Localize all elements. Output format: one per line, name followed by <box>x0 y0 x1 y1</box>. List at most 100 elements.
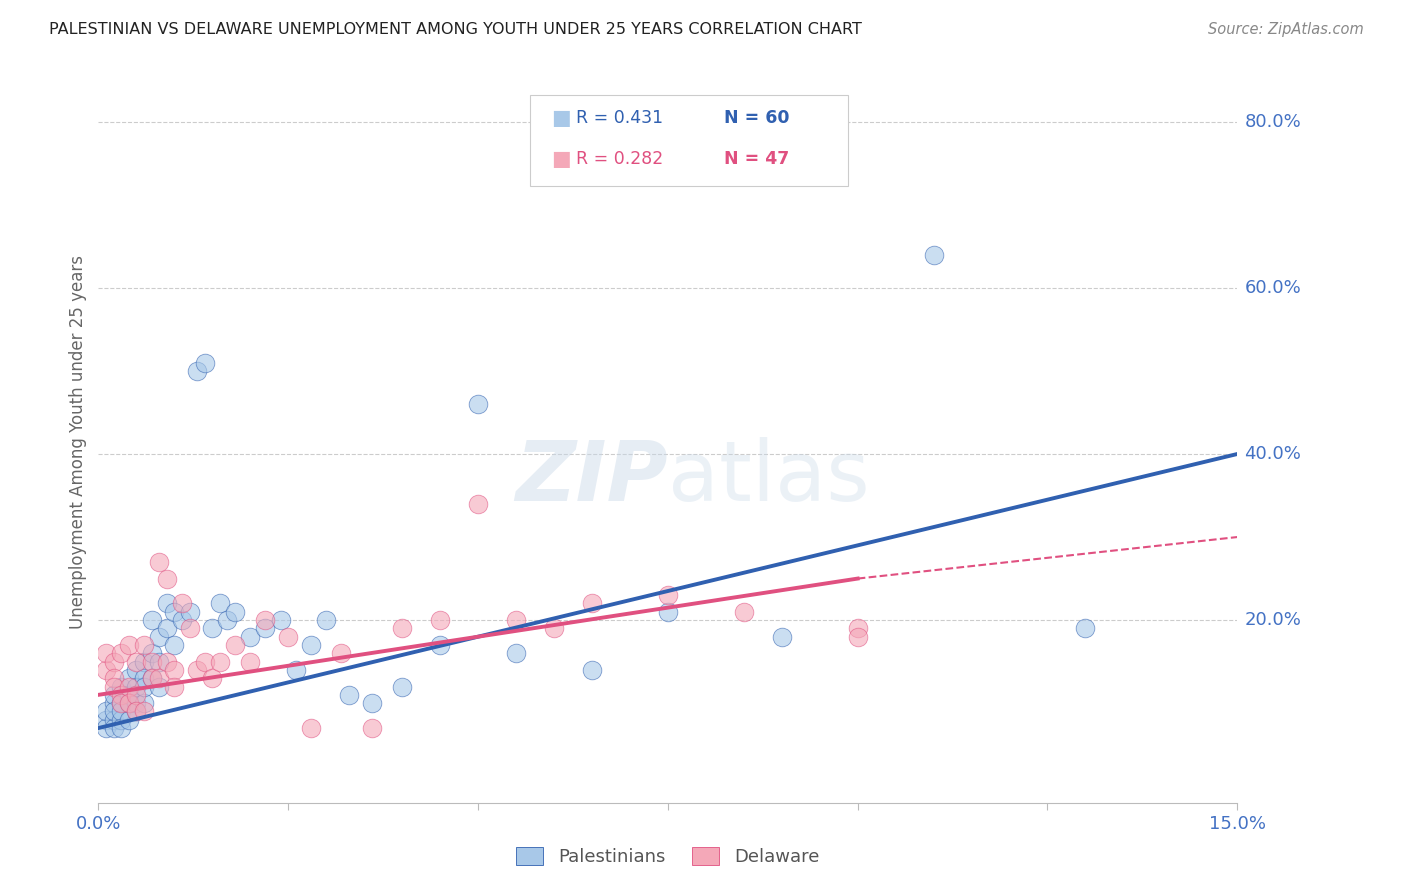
Point <box>103 655 125 669</box>
Point <box>94 713 117 727</box>
Point <box>94 721 117 735</box>
Point <box>141 646 163 660</box>
Text: 60.0%: 60.0% <box>1244 279 1301 297</box>
Point <box>194 356 217 370</box>
Point <box>103 671 125 685</box>
Point <box>208 655 231 669</box>
Text: ■: ■ <box>551 108 571 128</box>
Point <box>846 630 869 644</box>
Point <box>270 613 292 627</box>
Point <box>103 688 125 702</box>
Point <box>163 638 186 652</box>
Point <box>186 364 208 378</box>
Point <box>132 705 155 719</box>
Point <box>581 597 603 611</box>
Point <box>194 655 217 669</box>
Point <box>110 713 132 727</box>
Text: atlas: atlas <box>668 437 869 518</box>
Point <box>360 696 382 710</box>
Point <box>299 721 322 735</box>
Point <box>170 613 193 627</box>
Point <box>118 680 141 694</box>
Point <box>208 597 231 611</box>
Point <box>118 688 141 702</box>
Point <box>125 696 148 710</box>
Point <box>110 688 132 702</box>
Point <box>110 680 132 694</box>
Text: R = 0.282: R = 0.282 <box>576 150 664 168</box>
Point <box>141 671 163 685</box>
Point <box>1074 621 1097 635</box>
Point <box>125 688 148 702</box>
Point <box>239 655 262 669</box>
Text: ZIP: ZIP <box>515 437 668 518</box>
Point <box>277 630 299 644</box>
Point <box>118 696 141 710</box>
Point <box>770 630 793 644</box>
Point <box>299 638 322 652</box>
Point <box>505 613 527 627</box>
Point <box>103 696 125 710</box>
Point <box>148 555 170 569</box>
Point <box>391 621 413 635</box>
Text: ■: ■ <box>551 149 571 169</box>
Text: 40.0%: 40.0% <box>1244 445 1301 463</box>
Point <box>110 646 132 660</box>
Point <box>224 605 246 619</box>
Point <box>391 680 413 694</box>
Point <box>110 721 132 735</box>
Point <box>239 630 262 644</box>
Y-axis label: Unemployment Among Youth under 25 years: Unemployment Among Youth under 25 years <box>69 254 87 629</box>
Point <box>179 605 201 619</box>
Point <box>156 655 179 669</box>
Point <box>337 688 360 702</box>
Point <box>118 696 141 710</box>
Point <box>467 397 489 411</box>
Point <box>179 621 201 635</box>
Point <box>125 680 148 694</box>
Point <box>132 680 155 694</box>
Point <box>156 597 179 611</box>
Point <box>657 605 679 619</box>
Point <box>467 497 489 511</box>
Point <box>132 671 155 685</box>
Point <box>132 638 155 652</box>
Point <box>733 605 755 619</box>
Point <box>360 721 382 735</box>
Point <box>94 663 117 677</box>
Point <box>156 621 179 635</box>
Point <box>125 705 148 719</box>
Legend: Palestinians, Delaware: Palestinians, Delaware <box>509 839 827 873</box>
Point <box>163 680 186 694</box>
Point <box>224 638 246 652</box>
Point <box>110 696 132 710</box>
Point <box>201 671 224 685</box>
Point <box>186 663 208 677</box>
Point <box>118 638 141 652</box>
Text: PALESTINIAN VS DELAWARE UNEMPLOYMENT AMONG YOUTH UNDER 25 YEARS CORRELATION CHAR: PALESTINIAN VS DELAWARE UNEMPLOYMENT AMO… <box>49 22 862 37</box>
Point <box>330 646 353 660</box>
Point <box>103 705 125 719</box>
Text: R = 0.431: R = 0.431 <box>576 109 664 127</box>
Point <box>148 680 170 694</box>
Point <box>118 671 141 685</box>
Point <box>581 663 603 677</box>
Point <box>156 572 179 586</box>
Point <box>118 713 141 727</box>
Point <box>141 613 163 627</box>
Point <box>254 613 277 627</box>
Point <box>94 705 117 719</box>
Text: N = 47: N = 47 <box>724 150 789 168</box>
Point <box>141 655 163 669</box>
Text: 20.0%: 20.0% <box>1244 611 1301 629</box>
Point <box>148 671 170 685</box>
Point <box>125 655 148 669</box>
Point <box>110 696 132 710</box>
Point <box>125 705 148 719</box>
Point <box>543 621 565 635</box>
Point <box>148 630 170 644</box>
Point <box>148 655 170 669</box>
Text: 80.0%: 80.0% <box>1244 112 1301 131</box>
Point <box>163 663 186 677</box>
Point <box>125 663 148 677</box>
